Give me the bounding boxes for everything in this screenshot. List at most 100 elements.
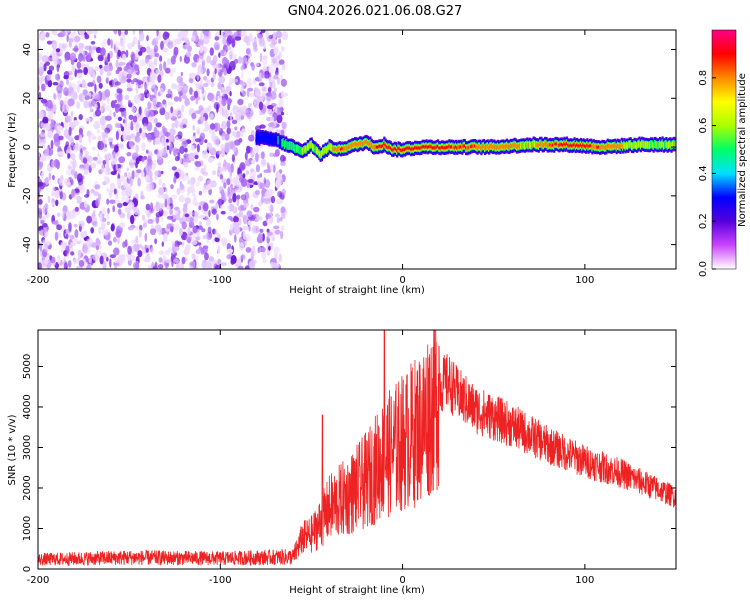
ridge-cell [393, 147, 396, 150]
noise-blob [170, 184, 174, 190]
noise-blob [108, 199, 116, 204]
noise-blob [224, 145, 230, 154]
noise-blob [182, 124, 187, 128]
noise-blob [171, 122, 175, 129]
noise-blob [248, 260, 256, 269]
noise-blob [214, 68, 217, 75]
ridge-cell [288, 141, 292, 150]
noise-blob [51, 160, 55, 169]
noise-blob [147, 61, 154, 68]
noise-blob [63, 75, 69, 80]
noise-blob [232, 193, 237, 203]
noise-blob [106, 177, 110, 184]
noise-blob [127, 245, 132, 255]
noise-blob [161, 182, 166, 189]
ridge-cell [341, 147, 344, 150]
noise-blob [267, 104, 274, 110]
noise-blob [231, 53, 237, 59]
ridge-cell [306, 143, 309, 151]
noise-blob [139, 127, 142, 134]
ridge-cell [405, 147, 408, 151]
noise-blob [106, 96, 110, 104]
noise-blob [237, 98, 244, 106]
noise-blob [77, 84, 80, 93]
ridge-cell [490, 143, 493, 149]
noise-blob [229, 60, 236, 71]
noise-blob [274, 213, 280, 218]
ridge-cell [547, 143, 551, 148]
ridge-cell [537, 143, 540, 148]
noise-blob [245, 48, 251, 55]
noise-blob [60, 30, 66, 37]
noise-blob [275, 179, 281, 189]
ridge-cell [283, 140, 286, 149]
ridge-cell [659, 140, 662, 148]
noise-blob [268, 245, 271, 251]
ridge-cell [374, 145, 377, 150]
noise-blob [262, 220, 268, 227]
noise-blob [239, 240, 247, 247]
noise-blob [82, 89, 88, 96]
noise-blob [256, 30, 261, 34]
noise-blob [164, 188, 169, 193]
noise-blob [113, 262, 116, 266]
snr-x-ticks: -200 -100 0 100 [27, 330, 594, 586]
noise-blob [127, 171, 131, 180]
ridge-cell [340, 148, 343, 151]
ridge-cell [267, 133, 270, 144]
noise-blob [122, 119, 126, 124]
noise-blob [180, 72, 184, 76]
noise-blob [130, 214, 135, 225]
ridge-cell [362, 141, 366, 146]
noise-blob [95, 250, 102, 256]
noise-blob [131, 80, 135, 85]
ridge-cell [569, 143, 572, 147]
noise-blob [177, 152, 181, 161]
noise-blob [155, 122, 162, 128]
noise-blob [261, 158, 266, 166]
noise-blob [158, 155, 163, 161]
noise-blob [185, 51, 192, 58]
noise-blob [226, 120, 231, 128]
noise-blob [108, 189, 113, 198]
noise-blob [223, 119, 227, 126]
noise-blob [141, 142, 146, 152]
ridge-cell [535, 142, 538, 148]
snr-y-label: SNR (10 * v/v) [7, 414, 18, 485]
ridge-cell [620, 142, 623, 147]
noise-blob [78, 52, 84, 62]
noise-blob [162, 47, 169, 53]
ridge-cell [662, 142, 665, 149]
noise-blob [256, 176, 261, 185]
ridge-cell [334, 146, 338, 152]
noise-blob [138, 50, 143, 56]
ridge-cell [491, 144, 494, 150]
noise-blob [145, 55, 150, 64]
noise-blob [214, 237, 220, 242]
noise-blob [38, 199, 43, 205]
ridge-cell [498, 145, 501, 150]
noise-blob [62, 260, 68, 269]
noise-blob [144, 219, 148, 227]
ridge-cell [536, 142, 539, 148]
noise-blob [195, 236, 201, 241]
noise-blob [55, 199, 59, 207]
noise-blob [174, 210, 178, 215]
noise-blob [52, 30, 58, 36]
noise-blob [96, 129, 100, 134]
snr-y-ticks: 0 1000 2000 3000 4000 5000 [22, 354, 676, 572]
noise-blob [41, 171, 44, 180]
ridge-cell [558, 144, 561, 147]
noise-blob [125, 196, 129, 203]
noise-blob [247, 87, 254, 92]
noise-blob [124, 94, 130, 101]
noise-blob [57, 151, 64, 156]
ridge-cell [587, 145, 590, 149]
noise-blob [38, 176, 41, 180]
ridge-cell [496, 144, 500, 149]
noise-blob [90, 227, 95, 234]
noise-blob [105, 77, 109, 84]
noise-blob [226, 254, 233, 260]
noise-blob [221, 166, 228, 172]
noise-blob [86, 30, 94, 35]
